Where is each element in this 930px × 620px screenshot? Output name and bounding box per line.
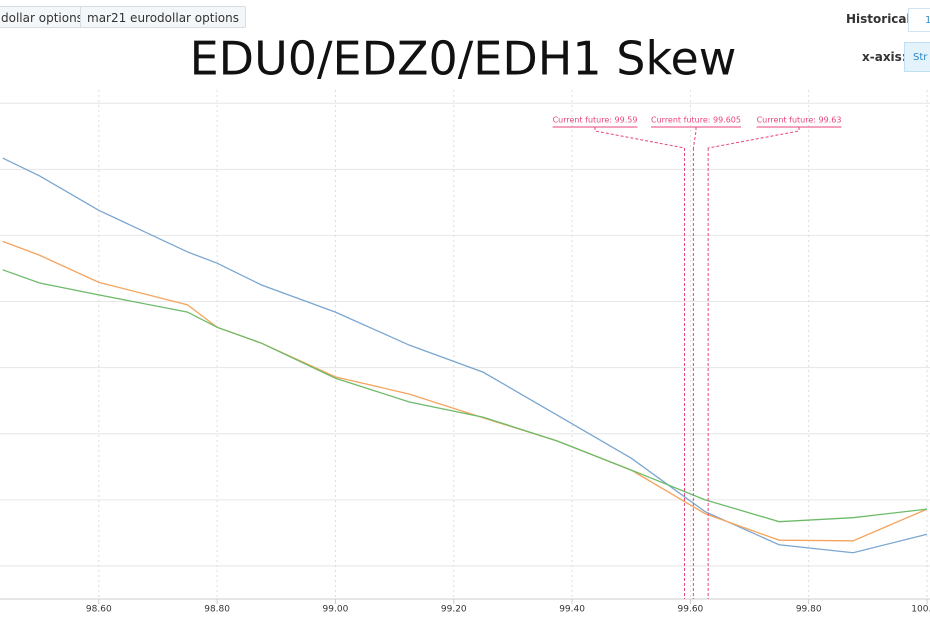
xaxis-button[interactable]: Str [904, 42, 930, 72]
x-tick-label: 99.20 [441, 605, 467, 615]
x-tick-label: 100.00 [911, 605, 930, 615]
annotation-label: Current future: 99.605 [651, 116, 741, 125]
historical-input[interactable]: 1 [908, 8, 930, 32]
annotation-leader [692, 127, 697, 149]
x-tick-label: 99.80 [796, 605, 822, 615]
historical-label: Historical: [846, 12, 916, 26]
tab-button[interactable]: dollar options [0, 6, 90, 28]
tab-button[interactable]: mar21 eurodollar options [80, 6, 246, 28]
series-line [2, 157, 928, 554]
x-tick-label: 98.80 [204, 605, 230, 615]
annotation-label: Current future: 99.63 [757, 116, 842, 125]
x-tick-label: 99.40 [559, 605, 585, 615]
chart-title: EDU0/EDZ0/EDH1 Skew [190, 32, 737, 86]
annotation-label: Current future: 99.59 [553, 116, 638, 125]
x-tick-label: 99.60 [678, 605, 704, 615]
series-line [2, 269, 928, 523]
x-tick-label: 99.00 [323, 605, 349, 615]
x-tick-label: 98.60 [86, 605, 112, 615]
xaxis-label: x-axis: [862, 50, 907, 64]
series-line [2, 240, 928, 542]
annotation-leader [594, 127, 685, 149]
annotation-leader [708, 127, 800, 149]
